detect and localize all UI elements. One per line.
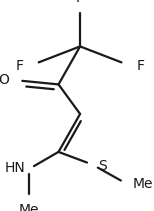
Text: Me: Me [19, 203, 40, 211]
Text: F: F [76, 0, 84, 5]
Text: F: F [16, 59, 24, 73]
Text: HN: HN [5, 161, 25, 175]
Text: F: F [136, 59, 144, 73]
Text: S: S [98, 159, 107, 173]
Text: Me: Me [132, 177, 153, 191]
Text: O: O [0, 73, 9, 87]
